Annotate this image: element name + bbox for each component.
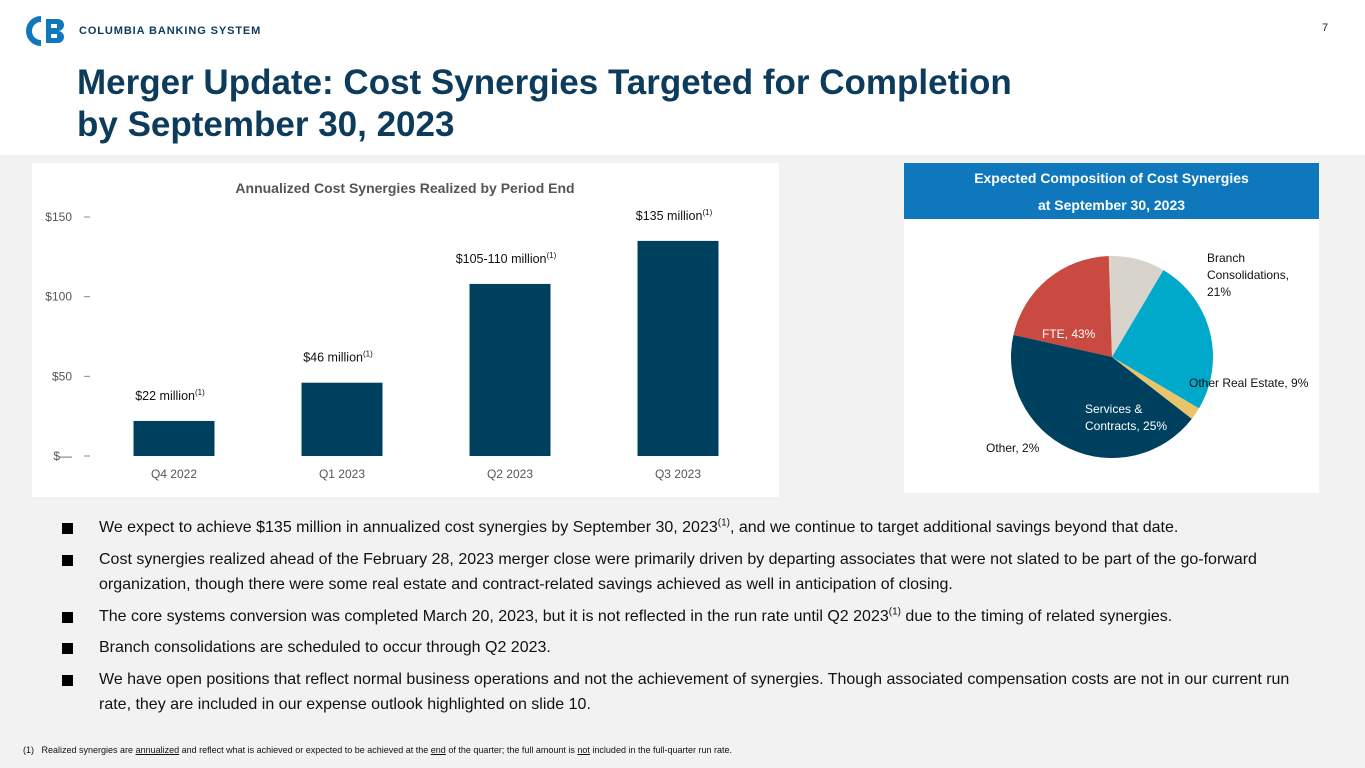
bar-chart-panel: Annualized Cost Synergies Realized by Pe… [32, 163, 779, 497]
pie-chart-header: Expected Composition of Cost Synergies a… [904, 163, 1319, 219]
logo: COLUMBIA BANKING SYSTEM [25, 16, 261, 46]
bullet-item: Cost synergies realized ahead of the Feb… [62, 547, 1322, 598]
bullet-list: We expect to achieve $135 million in ann… [62, 515, 1322, 724]
pie-label-line: Contracts, 25% [1085, 419, 1167, 433]
logo-text: COLUMBIA BANKING SYSTEM [79, 25, 262, 37]
bar-chart: Annualized Cost Synergies Realized by Pe… [45, 180, 719, 481]
footnote-ref: (1) [363, 350, 373, 359]
bullet-square-icon [62, 523, 73, 534]
bullet-square-icon [62, 554, 73, 566]
x-category-label: Q2 2023 [487, 467, 533, 481]
x-category-label: Q1 2023 [319, 467, 365, 481]
page-title: Merger Update: Cost Synergies Targeted f… [77, 62, 1012, 146]
pie-slice [1112, 270, 1213, 409]
title-line-2: by September 30, 2023 [77, 105, 455, 144]
pie-slice-label: Branch Consolidations, 21% [1207, 251, 1289, 299]
bar-q1-2023 [301, 382, 383, 456]
footnote-text-2: and reflect what is achieved or expected… [179, 745, 431, 755]
y-tick-label: $150 [45, 210, 72, 224]
bullet-text-continued: due to the timing of related synergies. [900, 607, 1173, 625]
bar-q3-2023 [637, 240, 719, 456]
footnote-underline-3: not [577, 745, 590, 755]
bullet-square-icon [62, 674, 73, 686]
bar-data-label: $22 million(1) [135, 388, 205, 403]
pie-title-line-1: Expected Composition of Cost Synergies [974, 170, 1249, 186]
bar-q4-2022 [133, 420, 215, 456]
header-band [0, 0, 1365, 155]
footnote-text-1: Realized synergies are [41, 745, 136, 755]
pie-label-line: Consolidations, [1207, 268, 1289, 282]
page-number: 7 [1322, 22, 1329, 34]
x-category-label: Q3 2023 [655, 467, 701, 481]
pie-label-line: 21% [1207, 285, 1231, 299]
pie-slice-label: Other, 2% [986, 441, 1040, 455]
pie-slice [1108, 256, 1164, 357]
bar-chart-title: Annualized Cost Synergies Realized by Pe… [235, 180, 574, 196]
pie-slice [1112, 357, 1199, 419]
pie-slice-label: Services & Contracts, 25% [1085, 402, 1167, 433]
bullet-text: We expect to achieve $135 million in ann… [99, 519, 718, 536]
bullet-item: We have open positions that reflect norm… [62, 667, 1322, 718]
bullet-text: Branch consolidations are scheduled to o… [99, 639, 551, 656]
bar-data-label: $135 million(1) [636, 208, 713, 223]
bullet-item: Branch consolidations are scheduled to o… [62, 635, 1322, 661]
pie-slice [1013, 256, 1112, 357]
bullet-item: We expect to achieve $135 million in ann… [62, 515, 1322, 541]
pie-slice [1011, 334, 1192, 458]
footnote-ref: (1) [717, 517, 730, 529]
footnote-ref: (1) [702, 208, 712, 217]
footnote-underline-2: end [430, 745, 446, 755]
y-tick-label: $100 [45, 290, 72, 304]
pie-slice-label: FTE, 43% [1042, 327, 1096, 341]
bullet-square-icon [62, 611, 73, 623]
pie-chart: FTE, 43% Branch Consolidations, 21% Other Re… [986, 251, 1309, 458]
footnote-text-3: of the quarter; the full amount is [445, 745, 578, 755]
pie-title-line-2: at September 30, 2023 [1037, 197, 1186, 213]
bullet-square-icon [62, 643, 73, 654]
x-category-label: Q4 2022 [151, 467, 197, 481]
pie-slice-label: Other Real Estate, 9% [1189, 376, 1309, 390]
footnote: (1) Realized synergies are annualized an… [23, 745, 732, 755]
title-line-1: Merger Update: Cost Synergies Targeted f… [77, 63, 1012, 102]
bullet-text-continued: , and we continue to target additional s… [729, 519, 1179, 536]
bullet-text: We have open positions that reflect norm… [99, 670, 1290, 714]
y-tick-label: $50 [52, 369, 72, 383]
pie-chart-panel: Expected Composition of Cost Synergies a… [904, 163, 1319, 493]
bullet-item: The core systems conversion was complete… [62, 604, 1322, 630]
bar-data-label: $105-110 million(1) [456, 251, 557, 266]
bullet-text: Cost synergies realized ahead of the Feb… [99, 550, 1257, 594]
footnote-ref: (1) [547, 251, 557, 260]
bar-q2-2023 [469, 283, 551, 456]
columbia-logo-icon [26, 16, 64, 46]
y-tick-label: $— [53, 449, 72, 463]
pie-label-line: Branch [1207, 251, 1245, 265]
bar-data-label: $46 million(1) [303, 350, 373, 365]
footnote-text-4: included in the full-quarter run rate. [589, 745, 733, 755]
footnote-ref: (1) [888, 606, 901, 618]
pie-label-line: Services & [1085, 402, 1142, 416]
footnote-ref: (1) [195, 388, 205, 397]
footnote-underline-1: annualized [135, 745, 180, 755]
bullet-text: The core systems conversion was complete… [99, 607, 889, 625]
footnote-marker: (1) [23, 745, 34, 755]
